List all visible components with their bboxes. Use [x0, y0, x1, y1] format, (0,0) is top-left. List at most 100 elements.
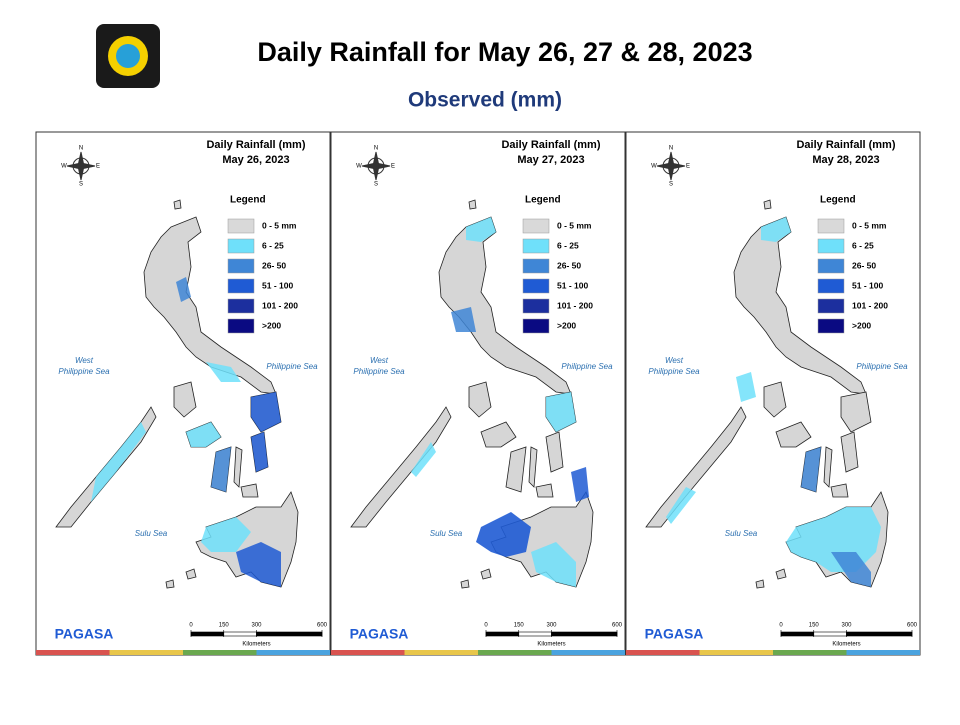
- map-panel: Daily Rainfall (mm) May 27, 2023 N S W E Legen…: [330, 131, 626, 656]
- scale-segment: [813, 631, 847, 637]
- compass-s: S: [374, 182, 378, 188]
- legend-label: 101 - 200: [557, 300, 593, 310]
- legend-label: 26- 50: [852, 260, 876, 270]
- compass-s: S: [79, 182, 83, 188]
- legend-label: 0 - 5 mm: [262, 220, 297, 230]
- scale-segment: [256, 631, 323, 637]
- scale-label: 0: [189, 623, 193, 629]
- legend-swatch: [227, 298, 255, 314]
- compass-w: W: [651, 164, 657, 170]
- scale-label: 150: [809, 623, 820, 629]
- legend-label: >200: [557, 320, 576, 330]
- logo-globe: [116, 44, 140, 68]
- compass: [361, 151, 391, 181]
- compass-w: W: [356, 164, 362, 170]
- compass-n: N: [79, 146, 83, 152]
- legend-swatch: [227, 278, 255, 294]
- scale-segment: [518, 631, 552, 637]
- scale-segment: [223, 631, 257, 637]
- color-strip: [404, 650, 478, 655]
- panel-date: May 27, 2023: [517, 154, 584, 166]
- compass-w: W: [61, 164, 67, 170]
- scale-label: 0: [779, 623, 783, 629]
- logo-text: PAGASA: [645, 626, 704, 642]
- scale-label: 150: [514, 623, 525, 629]
- sea-label: Philippine Sea: [561, 362, 613, 371]
- legend-swatch: [522, 258, 550, 274]
- legend-label: >200: [262, 320, 281, 330]
- compass-s: S: [669, 182, 673, 188]
- color-strip: [773, 650, 847, 655]
- legend-swatch: [817, 218, 845, 234]
- compass-n: N: [669, 146, 673, 152]
- legend-label: 26- 50: [262, 260, 286, 270]
- map-panel: Daily Rainfall (mm) May 26, 2023 N S W E Legen…: [35, 131, 331, 656]
- legend-swatch: [227, 258, 255, 274]
- scale-label: 600: [317, 623, 328, 629]
- logo-text: PAGASA: [55, 626, 114, 642]
- legend-label: 26- 50: [557, 260, 581, 270]
- legend-swatch: [522, 238, 550, 254]
- compass-e: E: [96, 164, 100, 170]
- legend-swatch: [227, 218, 255, 234]
- sea-label: Philippine Sea: [353, 367, 405, 376]
- scale-label: 0: [484, 623, 488, 629]
- scale-label: 150: [219, 623, 230, 629]
- legend-title: Legend: [525, 195, 561, 206]
- scale-segment: [551, 631, 618, 637]
- legend-swatch: [227, 238, 255, 254]
- sea-label: Sulu Sea: [725, 529, 758, 538]
- sea-label: West: [75, 356, 94, 365]
- panel-title: Daily Rainfall (mm): [206, 139, 305, 151]
- panel-title: Daily Rainfall (mm): [501, 139, 600, 151]
- legend-swatch: [227, 318, 255, 334]
- scale-label: 600: [907, 623, 918, 629]
- scale-label: 300: [251, 623, 262, 629]
- legend-swatch: [817, 298, 845, 314]
- logo-text: PAGASA: [350, 626, 409, 642]
- legend-label: 101 - 200: [852, 300, 888, 310]
- color-strip: [109, 650, 183, 655]
- map-panel: Daily Rainfall (mm) May 28, 2023 N S W E Legen…: [625, 131, 921, 656]
- legend-swatch: [522, 298, 550, 314]
- legend-title: Legend: [820, 195, 856, 206]
- legend-swatch: [522, 278, 550, 294]
- legend-label: 51 - 100: [262, 280, 293, 290]
- scale-unit: Kilometers: [832, 642, 860, 648]
- title: Daily Rainfall for May 26, 27 & 28, 2023: [257, 37, 752, 67]
- scale-label: 300: [546, 623, 557, 629]
- color-strip: [36, 650, 110, 655]
- scale-segment: [190, 631, 225, 637]
- legend-swatch: [817, 238, 845, 254]
- color-strip: [626, 650, 700, 655]
- compass-n: N: [374, 146, 378, 152]
- color-strip: [256, 650, 330, 655]
- legend-label: 6 - 25: [262, 240, 284, 250]
- scale-unit: Kilometers: [537, 642, 565, 648]
- legend-label: 6 - 25: [852, 240, 874, 250]
- sea-label: Philippine Sea: [58, 367, 110, 376]
- color-strip: [183, 650, 257, 655]
- sea-label: West: [665, 356, 684, 365]
- panel-date: May 26, 2023: [222, 154, 289, 166]
- legend-label: 6 - 25: [557, 240, 579, 250]
- scale-label: 300: [841, 623, 852, 629]
- sea-label: Philippine Sea: [648, 367, 700, 376]
- compass: [656, 151, 686, 181]
- legend-label: 51 - 100: [852, 280, 883, 290]
- legend-label: 0 - 5 mm: [852, 220, 887, 230]
- color-strip: [331, 650, 405, 655]
- scale-segment: [780, 631, 815, 637]
- panel-title: Daily Rainfall (mm): [796, 139, 895, 151]
- scale-label: 600: [612, 623, 623, 629]
- panel-date: May 28, 2023: [812, 154, 879, 166]
- sea-label: Sulu Sea: [135, 529, 168, 538]
- sea-label: Sulu Sea: [430, 529, 463, 538]
- legend-label: 101 - 200: [262, 300, 298, 310]
- sea-label: Philippine Sea: [266, 362, 318, 371]
- color-strip: [846, 650, 920, 655]
- legend-swatch: [522, 318, 550, 334]
- legend-title: Legend: [230, 195, 266, 206]
